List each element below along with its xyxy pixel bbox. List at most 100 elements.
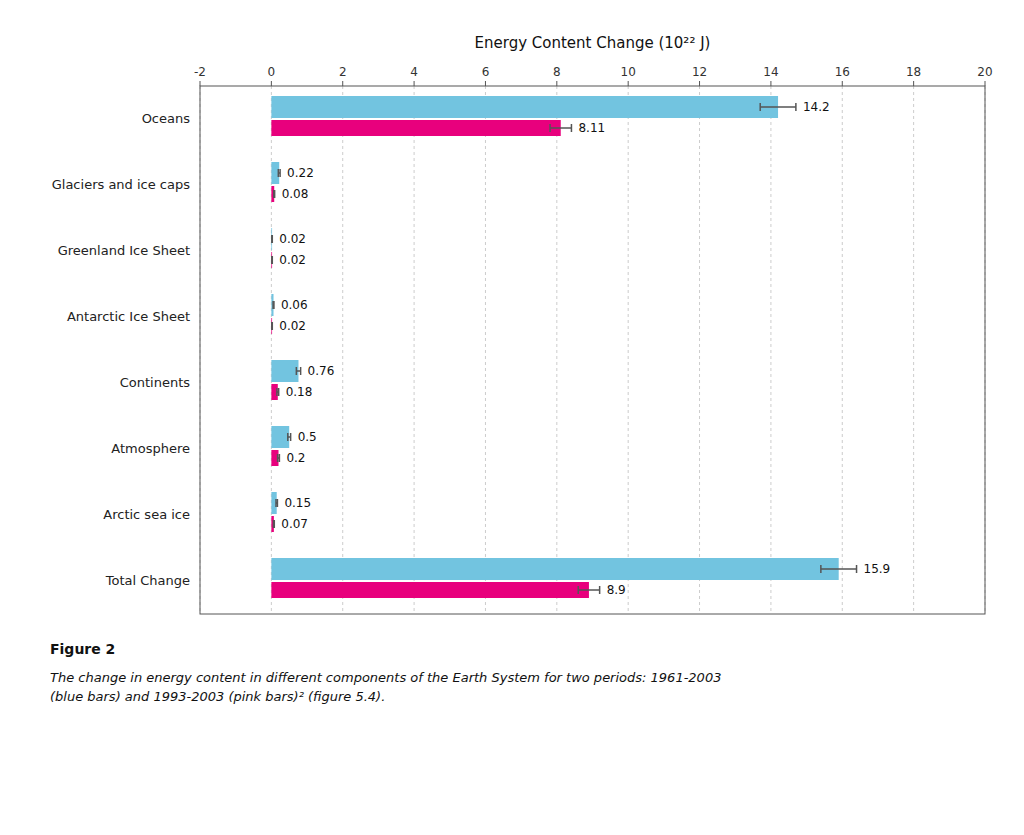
error-line [550,127,571,129]
error-cap [820,565,822,573]
grid-line [699,86,700,614]
error-bar [273,301,275,309]
error-bar [288,433,291,441]
error-cap [274,520,276,528]
bar [271,120,560,136]
error-cap [271,256,273,264]
bar [271,516,273,532]
tick-label: 12 [692,65,707,79]
error-bar [278,454,280,462]
tick-label: -2 [194,65,206,79]
error-cap [856,565,858,573]
error-bar [273,520,275,528]
chart-container: -202468101214161820Energy Content Change… [0,0,1024,835]
bar [271,318,273,334]
tick-mark [342,81,343,86]
error-cap [272,301,274,309]
category-label: Glaciers and ice caps [52,177,191,192]
error-cap [296,367,298,375]
tick-mark [770,81,771,86]
error-cap [577,586,579,594]
data-label: 0.06 [281,298,308,312]
data-label: 0.08 [282,187,309,201]
error-cap [795,103,797,111]
grid-line [485,86,486,614]
error-cap [271,235,273,243]
grid-line [556,86,557,614]
grid [200,86,985,614]
error-cap [300,367,302,375]
data-label: 8.9 [607,583,626,597]
category-label: Greenland Ice Sheet [58,243,190,258]
error-cap [278,169,280,177]
bar [271,96,778,118]
data-label: 0.02 [279,232,306,246]
caption: The change in energy content in differen… [50,670,721,704]
error-cap [272,322,274,330]
figure-label: Figure 2 [50,641,115,657]
error-bar [296,367,300,375]
tick-mark [200,81,201,86]
tick-mark [271,81,272,86]
data-label: 0.18 [286,385,313,399]
error-line [821,568,857,570]
data-label: 0.22 [287,166,314,180]
tick-label: 18 [906,65,921,79]
tick-mark [414,81,415,86]
tick-mark [485,81,486,86]
error-cap [275,499,277,507]
tick-mark [985,81,986,86]
bar [271,186,274,202]
tick-label: 4 [410,65,418,79]
caption-line: The change in energy content in differen… [50,670,721,685]
error-bar [277,388,279,396]
data-labels: 14.20.220.020.060.760.50.1515.98.110.080… [279,100,890,597]
tick-mark [842,81,843,86]
category-label: Total Change [105,573,190,588]
error-bar [271,256,272,264]
bar [271,450,278,466]
tick-mark [628,81,629,86]
bar [271,384,277,400]
error-cap [276,388,278,396]
category-label: Atmosphere [111,441,190,456]
error-bar [760,103,796,111]
error-cap [277,499,279,507]
data-label: 0.76 [308,364,335,378]
bar [271,558,838,580]
error-cap [571,124,573,132]
error-cap [278,388,280,396]
tick-label: 16 [835,65,850,79]
error-cap [273,520,275,528]
grid-line [628,86,629,614]
grid-line [342,86,343,614]
error-cap [277,454,279,462]
error-cap [279,454,281,462]
tick-label: 2 [339,65,347,79]
tick-mark [699,81,700,86]
category-label: Arctic sea ice [103,507,190,522]
error-cap [759,103,761,111]
error-cap [272,235,274,243]
tick-label: 6 [482,65,490,79]
bar [271,294,273,316]
error-bar [273,190,275,198]
bar [271,360,298,382]
data-label: 0.2 [286,451,305,465]
plot-frame [200,86,985,614]
error-bar [550,124,571,132]
plot-background [200,86,985,614]
error-cap [287,433,289,441]
error-cap [290,433,292,441]
caption-line: (blue bars) and 1993-2003 (pink bars)² (… [50,689,385,704]
error-bar [271,235,272,243]
chart-svg: -202468101214161820Energy Content Change… [0,0,1024,835]
tick-mark [556,81,557,86]
error-cap [271,322,273,330]
grid-line [913,86,914,614]
error-cap [273,190,275,198]
data-label: 0.07 [281,517,308,531]
grid-line [414,86,415,614]
data-label: 0.15 [284,496,311,510]
bar [271,252,273,268]
